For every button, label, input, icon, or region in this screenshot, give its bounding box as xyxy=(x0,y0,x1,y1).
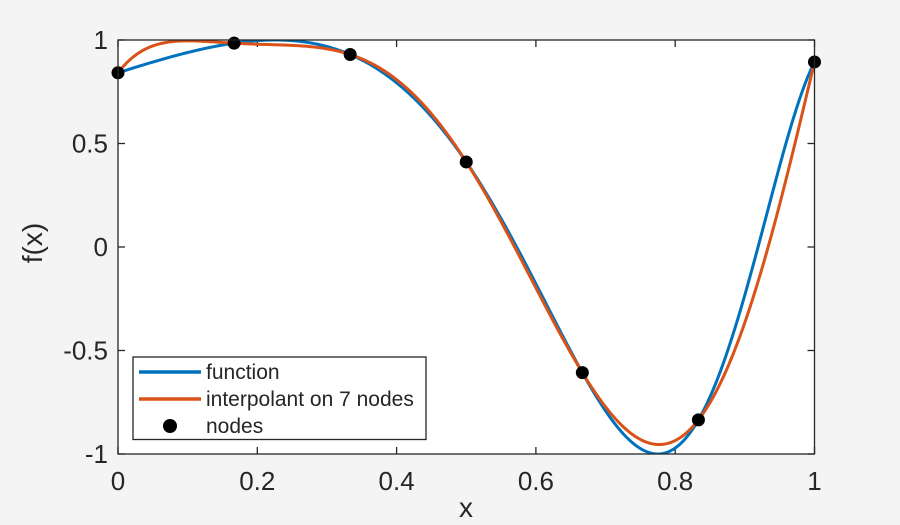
node-marker xyxy=(227,36,241,50)
legend-marker-nodes xyxy=(163,419,177,433)
y-tick-label: 0 xyxy=(94,232,108,262)
y-tick-label: -0.5 xyxy=(63,336,108,366)
y-tick-label: 1 xyxy=(94,25,108,55)
y-tick-label: -1 xyxy=(85,439,108,469)
x-tick-label: 0.4 xyxy=(379,466,415,496)
axes-frame xyxy=(117,39,816,455)
node-markers-layer xyxy=(111,36,821,427)
legend-label-function: function xyxy=(206,361,280,384)
x-axis-label: x xyxy=(459,492,473,523)
node-marker xyxy=(691,413,705,427)
legend-label-nodes: nodes xyxy=(206,415,263,438)
node-marker xyxy=(343,48,357,62)
legend: function interpolant on 7 nodes nodes xyxy=(132,356,427,441)
axis-ticks: 0 0.2 0.4 0.6 0.8 1 -1 -0.5 0 0.5 1 xyxy=(63,25,822,496)
y-tick-label: 0.5 xyxy=(72,129,108,159)
x-tick-label: 1 xyxy=(807,466,821,496)
x-tick-label: 0.6 xyxy=(518,466,554,496)
x-tick-label: 0.2 xyxy=(239,466,275,496)
legend-label-interpolant: interpolant on 7 nodes xyxy=(206,388,414,411)
y-axis-label: f(x) xyxy=(17,223,48,263)
x-tick-label: 0 xyxy=(111,466,125,496)
x-tick-label: 0.8 xyxy=(657,466,693,496)
node-marker xyxy=(575,366,589,380)
node-marker xyxy=(459,155,473,169)
